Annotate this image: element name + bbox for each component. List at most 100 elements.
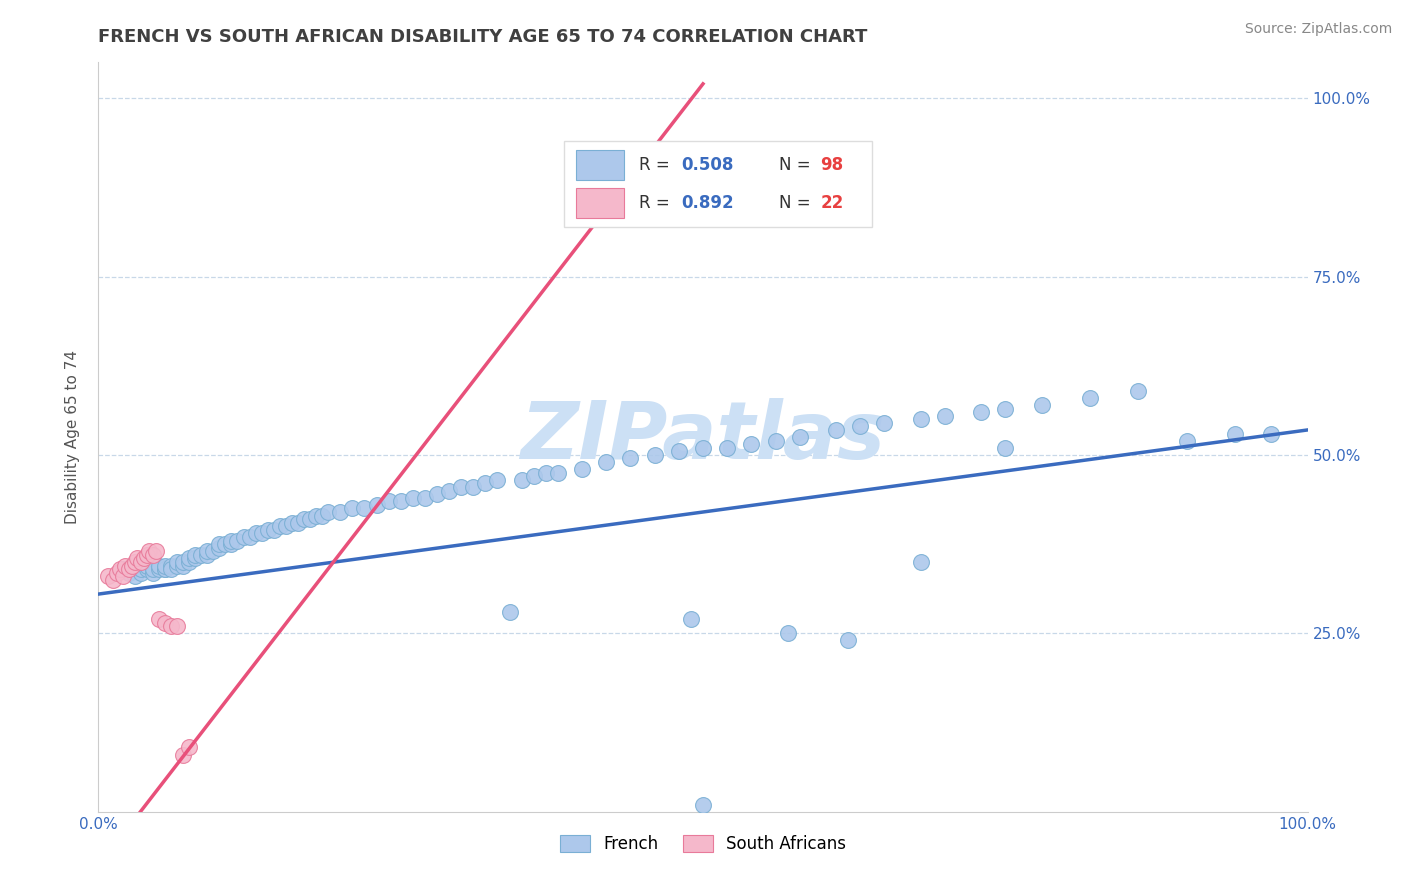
Point	[226, 533, 249, 548]
Point	[221, 537, 243, 551]
Point	[994, 441, 1017, 455]
Point	[166, 558, 188, 573]
Point	[111, 569, 134, 583]
Point	[172, 555, 194, 569]
Point	[250, 526, 273, 541]
Point	[179, 555, 201, 569]
Point	[256, 523, 278, 537]
Point	[179, 740, 201, 755]
Point	[118, 566, 141, 580]
Point	[195, 544, 218, 558]
Point	[129, 566, 152, 580]
Point	[108, 562, 131, 576]
Point	[498, 605, 520, 619]
Point	[202, 544, 225, 558]
Point	[789, 430, 811, 444]
Point	[97, 569, 120, 583]
Point	[619, 451, 641, 466]
Point	[353, 501, 375, 516]
Point	[111, 562, 134, 576]
FancyBboxPatch shape	[576, 188, 624, 219]
Point	[153, 562, 176, 576]
Point	[547, 466, 569, 480]
Point	[114, 558, 136, 573]
Point	[377, 494, 399, 508]
Point	[849, 419, 872, 434]
Point	[184, 551, 207, 566]
Point	[118, 562, 141, 576]
Point	[595, 455, 617, 469]
Point	[184, 548, 207, 562]
Point	[510, 473, 533, 487]
Point	[142, 548, 165, 562]
Point	[101, 573, 124, 587]
Point	[305, 508, 328, 523]
Point	[172, 558, 194, 573]
Point	[994, 401, 1017, 416]
Point	[142, 566, 165, 580]
Point	[474, 476, 496, 491]
Point	[190, 548, 212, 562]
Text: 0.508: 0.508	[682, 156, 734, 174]
FancyBboxPatch shape	[564, 141, 872, 227]
Point	[281, 516, 304, 530]
Point	[837, 633, 859, 648]
Point	[208, 537, 231, 551]
Point	[825, 423, 848, 437]
Y-axis label: Disability Age 65 to 74: Disability Age 65 to 74	[65, 350, 80, 524]
Point	[269, 519, 291, 533]
Point	[716, 441, 738, 455]
Point	[679, 612, 702, 626]
Point	[413, 491, 436, 505]
Text: N =: N =	[779, 156, 815, 174]
Point	[287, 516, 309, 530]
Point	[366, 498, 388, 512]
Point	[121, 558, 143, 573]
Point	[135, 562, 157, 576]
Point	[486, 473, 509, 487]
Point	[776, 626, 799, 640]
Point	[910, 555, 932, 569]
Legend: French, South Africans: French, South Africans	[553, 828, 853, 860]
Text: Source: ZipAtlas.com: Source: ZipAtlas.com	[1244, 22, 1392, 37]
Point	[389, 494, 412, 508]
Text: 22: 22	[820, 194, 844, 212]
Point	[160, 558, 183, 573]
Point	[166, 555, 188, 569]
Point	[221, 533, 243, 548]
Point	[138, 544, 160, 558]
Point	[134, 551, 156, 566]
Point	[148, 562, 170, 576]
Text: R =: R =	[638, 156, 675, 174]
Point	[172, 747, 194, 762]
Point	[299, 512, 322, 526]
Point	[127, 551, 149, 566]
Point	[153, 558, 176, 573]
Point	[148, 612, 170, 626]
Point	[970, 405, 993, 419]
Point	[463, 480, 485, 494]
Point	[571, 462, 593, 476]
Text: ZIPatlas: ZIPatlas	[520, 398, 886, 476]
Point	[263, 523, 285, 537]
Point	[179, 551, 201, 566]
Point	[534, 466, 557, 480]
Point	[316, 505, 339, 519]
Point	[105, 566, 128, 580]
Point	[934, 409, 956, 423]
Point	[523, 469, 546, 483]
Point	[160, 562, 183, 576]
Point	[668, 444, 690, 458]
Point	[765, 434, 787, 448]
Point	[135, 558, 157, 573]
Point	[644, 448, 666, 462]
Point	[692, 797, 714, 812]
Point	[148, 558, 170, 573]
Point	[124, 555, 146, 569]
Point	[129, 555, 152, 569]
Point	[153, 562, 176, 576]
Point	[145, 544, 167, 558]
Point	[124, 569, 146, 583]
Text: N =: N =	[779, 194, 815, 212]
Point	[135, 548, 157, 562]
